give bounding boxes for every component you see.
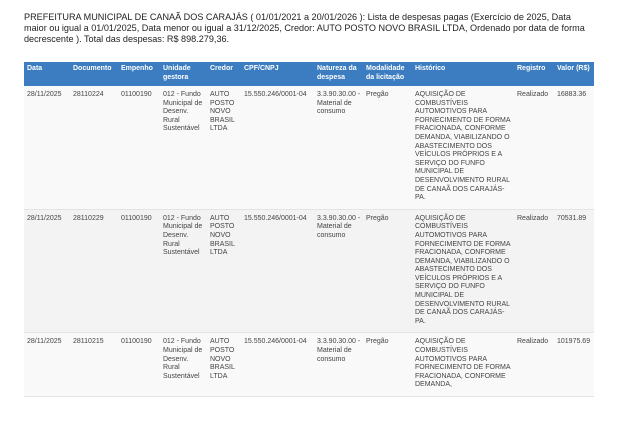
table-cell: 15.550.246/0001-04: [241, 86, 314, 210]
table-cell: AQUISIÇÃO DE COMBUSTÍVEIS AUTOMOTIVOS PA…: [412, 332, 514, 397]
table-cell: 012 - Fundo Municipal de Desenv. Rural S…: [160, 332, 207, 397]
column-header: Empenho: [118, 62, 160, 86]
table-cell: 28/11/2025: [24, 209, 70, 334]
table-cell: 28110224: [70, 86, 118, 210]
table-cell: AQUISIÇÃO DE COMBUSTÍVEIS AUTOMOTIVOS PA…: [412, 209, 514, 334]
column-header: Documento: [70, 62, 118, 86]
table-cell: 16883.36: [554, 86, 594, 210]
column-header: Credor: [207, 62, 241, 86]
table-cell: 15.550.246/0001-04: [241, 332, 314, 397]
column-header: Data: [24, 62, 70, 86]
table-cell: 28/11/2025: [24, 332, 70, 397]
column-header: Histórico: [412, 62, 514, 86]
table-cell: Realizado: [514, 332, 554, 397]
column-header: Registro: [514, 62, 554, 86]
table-cell: 101975.69: [554, 332, 594, 397]
table-row: 28/11/2025 28110224 01100190 012 - Fundo Mu…: [24, 86, 594, 210]
table-cell: 28110229: [70, 209, 118, 334]
table-cell: 012 - Fundo Municipal de Desenv. Rural S…: [160, 209, 207, 334]
column-header: Natureza da despesa: [314, 62, 363, 86]
table-cell: 15.550.246/0001-04: [241, 209, 314, 334]
table-cell: 3.3.90.30.00 - Material de consumo: [314, 209, 363, 334]
table-row: 28/11/2025 28110215 01100190 012 - Fundo Mu…: [24, 332, 594, 397]
table-cell: AUTO POSTO NOVO BRASIL LTDA: [207, 209, 241, 334]
table-cell: AUTO POSTO NOVO BRASIL LTDA: [207, 86, 241, 210]
table-cell: AUTO POSTO NOVO BRASIL LTDA: [207, 332, 241, 397]
table-cell: 01100190: [118, 332, 160, 397]
table-cell: 70531.89: [554, 209, 594, 334]
table-row: 28/11/2025 28110229 01100190 012 - Fundo Mu…: [24, 209, 594, 334]
table-cell: Realizado: [514, 209, 554, 334]
column-header: Modalidade da licitação: [363, 62, 412, 86]
column-header: Valor (R$): [554, 62, 594, 86]
header-row: Data Documento Empenho Unidade gestora Credo…: [24, 62, 594, 86]
column-header: Unidade gestora: [160, 62, 207, 86]
table-cell: Pregão: [363, 86, 412, 210]
table-cell: AQUISIÇÃO DE COMBUSTÍVEIS AUTOMOTIVOS PA…: [412, 86, 514, 210]
column-header: CPF/CNPJ: [241, 62, 314, 86]
table-body: 28/11/2025 28110224 01100190 012 - Fundo Mu…: [24, 86, 594, 397]
expenses-table: Data Documento Empenho Unidade gestora Credo…: [24, 62, 594, 397]
table-cell: 28/11/2025: [24, 86, 70, 210]
table-cell: 28110215: [70, 332, 118, 397]
report-heading: PREFEITURA MUNICIPAL DE CANAÃ DOS CARAJÁ…: [24, 12, 585, 44]
table-cell: 3.3.90.30.00 - Material de consumo: [314, 86, 363, 210]
table-cell: 01100190: [118, 209, 160, 334]
table-cell: 3.3.90.30.00 - Material de consumo: [314, 332, 363, 397]
table-cell: 01100190: [118, 86, 160, 210]
table-cell: Pregão: [363, 332, 412, 397]
table-cell: Realizado: [514, 86, 554, 210]
table-cell: 012 - Fundo Municipal de Desenv. Rural S…: [160, 86, 207, 210]
table-cell: Pregão: [363, 209, 412, 334]
